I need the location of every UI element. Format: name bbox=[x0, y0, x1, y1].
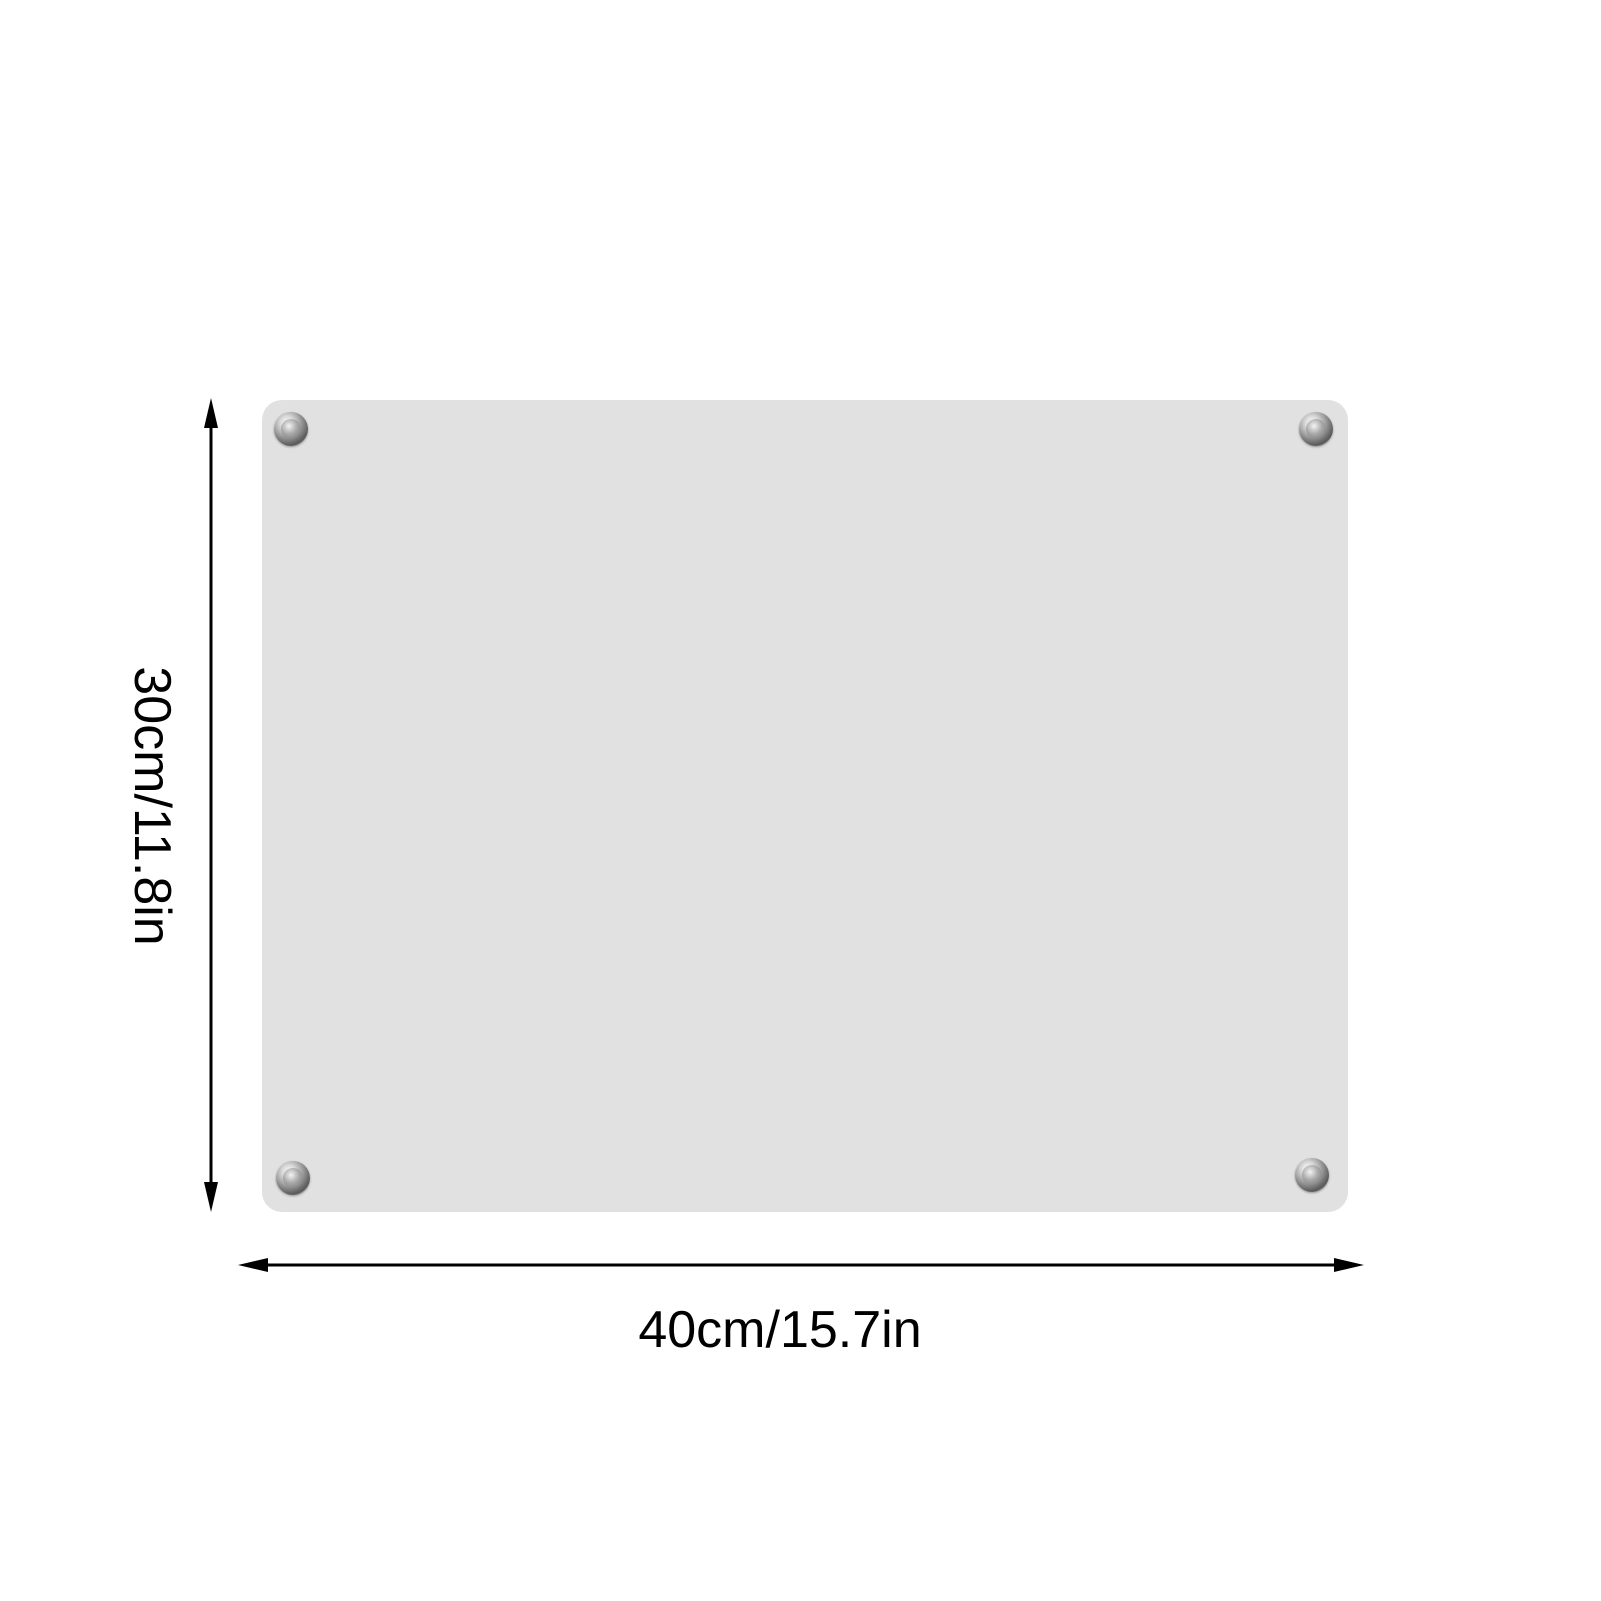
height-label: 30cm/11.8in bbox=[123, 666, 181, 946]
height-dimension-arrow bbox=[204, 398, 218, 1212]
standoff-screw-bottom-left-icon bbox=[276, 1161, 310, 1195]
standoff-screw-top-right-icon bbox=[1299, 412, 1333, 446]
width-dimension-arrow bbox=[238, 1258, 1364, 1272]
standoff-screw-bottom-right-icon bbox=[1295, 1158, 1329, 1192]
acrylic-panel bbox=[262, 400, 1348, 1212]
width-label: 40cm/15.7in bbox=[638, 1301, 922, 1359]
standoff-screw-top-left-icon bbox=[274, 412, 308, 446]
